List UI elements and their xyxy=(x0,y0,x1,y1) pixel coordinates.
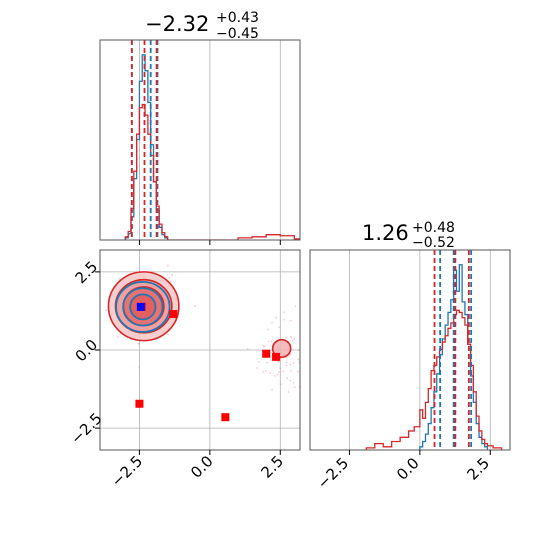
joint-tick-label-x: 0.0 xyxy=(187,452,217,482)
sample-point xyxy=(269,372,272,375)
red-contour xyxy=(271,338,292,358)
sample-point xyxy=(285,336,288,339)
joint-tick-label-y: 0.0 xyxy=(72,336,102,366)
sample-point xyxy=(171,274,173,276)
joint-panel: −2.5 0.0 2.5−2.50.02.5 xyxy=(67,249,319,491)
sample-point xyxy=(271,321,273,324)
sample-point xyxy=(289,353,292,356)
sample-point xyxy=(271,388,274,391)
hist-y-tick-label-x: 0.0 xyxy=(393,454,423,484)
sample-point xyxy=(278,326,280,329)
hist-y-series-red xyxy=(365,309,503,450)
sample-point xyxy=(297,358,300,361)
sample-point xyxy=(293,337,296,340)
hist-x-title-median: −2.32 xyxy=(145,12,209,36)
sample-point xyxy=(275,316,278,319)
red-point xyxy=(221,413,230,422)
sample-point xyxy=(280,383,282,386)
sample-point xyxy=(167,333,169,336)
hist-x-frame xyxy=(99,39,301,241)
sample-point xyxy=(104,309,107,312)
blue-point xyxy=(136,302,145,311)
sample-point xyxy=(285,361,288,364)
sample-point xyxy=(285,357,288,359)
blue-contour xyxy=(115,280,171,333)
sample-point xyxy=(118,277,121,280)
sample-point xyxy=(263,345,266,348)
sample-point xyxy=(302,367,304,369)
sample-point xyxy=(279,357,282,360)
sample-point xyxy=(277,360,280,363)
sample-point xyxy=(270,359,273,362)
sample-point xyxy=(267,340,270,343)
sample-point xyxy=(282,370,285,373)
sample-point xyxy=(297,349,300,351)
sample-point xyxy=(258,360,260,363)
sample-point xyxy=(288,354,291,357)
red-point xyxy=(169,310,178,319)
sample-point xyxy=(293,386,296,389)
sample-point xyxy=(166,264,169,267)
sample-point xyxy=(267,328,269,331)
sample-point xyxy=(264,369,267,372)
sample-point xyxy=(117,336,120,338)
hist-y-title-minus: −0.52 xyxy=(412,235,455,251)
sample-point xyxy=(294,305,297,308)
sample-point xyxy=(256,367,259,369)
sample-point xyxy=(78,288,80,290)
sample-point xyxy=(274,374,276,377)
joint-tick-label-y: 2.5 xyxy=(72,258,102,288)
sample-point xyxy=(291,339,294,342)
sample-point xyxy=(262,345,265,347)
sample-point xyxy=(286,377,289,380)
sample-point xyxy=(290,336,292,339)
blue-contour xyxy=(122,287,164,327)
sample-point xyxy=(262,371,265,373)
sample-point xyxy=(289,379,292,382)
sample-point xyxy=(292,381,295,384)
sample-point xyxy=(283,311,286,314)
joint-tick-label-x: 2.5 xyxy=(258,452,288,482)
sample-point xyxy=(297,370,299,373)
sample-point xyxy=(137,342,140,345)
hist-y-tick-label-x: −2.5 xyxy=(314,454,352,492)
sample-point xyxy=(277,371,280,374)
sample-point xyxy=(287,391,290,393)
red-point xyxy=(272,352,281,361)
hist-x-title-plus: +0.43 xyxy=(216,10,259,26)
hist-x-panel: −2.32 +0.43 −0.45 xyxy=(99,10,301,245)
sample-point xyxy=(292,361,295,364)
sample-point xyxy=(289,319,292,322)
sample-point xyxy=(289,363,292,366)
sample-point xyxy=(270,340,273,343)
hist-y-title: 1.26 +0.48 −0.52 xyxy=(362,220,455,251)
sample-point xyxy=(279,367,281,370)
hist-y-title-median: 1.26 xyxy=(362,221,409,245)
hist-x-title-minus: −0.45 xyxy=(216,26,259,42)
red-point xyxy=(262,349,271,358)
red-point xyxy=(135,399,144,408)
sample-point xyxy=(317,346,319,348)
sample-point xyxy=(266,362,269,364)
sample-point xyxy=(138,366,141,369)
sample-point xyxy=(246,348,249,350)
hist-y-title-plus: +0.48 xyxy=(412,220,455,236)
joint-sample-points xyxy=(78,264,319,393)
sample-point xyxy=(282,318,285,321)
sample-point xyxy=(285,364,287,367)
sample-point xyxy=(194,305,196,307)
joint-tick-label-x: −2.5 xyxy=(108,452,146,490)
sample-point xyxy=(290,369,292,372)
hist-x-series-red xyxy=(124,103,300,240)
hist-y-panel: −2.5 0.0 2.5 1.26 +0.48 −0.52 xyxy=(309,220,511,493)
sample-point xyxy=(276,373,279,376)
hist-x-title: −2.32 +0.43 −0.45 xyxy=(145,10,259,42)
sample-point xyxy=(169,280,172,283)
hist-y-tick-label-x: 2.5 xyxy=(464,454,494,484)
sample-point xyxy=(277,360,280,363)
hist-y-frame xyxy=(309,249,511,451)
sample-point xyxy=(168,276,171,279)
